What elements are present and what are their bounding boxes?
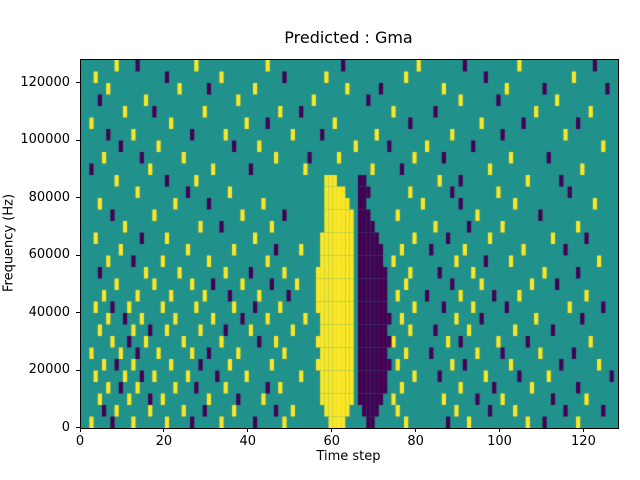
heatmap-canvas (81, 60, 618, 428)
plot-area (80, 59, 619, 429)
y-tick-label: 20000 (28, 362, 70, 377)
x-tick-label: 80 (407, 434, 424, 449)
chart-title: Predicted : Gma (284, 28, 413, 47)
y-tick-mark (76, 369, 80, 371)
x-tick-mark (331, 428, 333, 432)
x-tick-label: 20 (155, 434, 173, 449)
x-tick-label: 60 (323, 434, 340, 449)
y-tick-label: 100000 (20, 132, 70, 147)
y-tick-label: 0 (61, 419, 70, 435)
y-tick-label: 80000 (28, 189, 70, 205)
x-tick-label: 40 (239, 434, 257, 449)
y-axis-label: Frequency (Hz) (1, 193, 17, 293)
y-axis-ticks: 0 20000 40000 60000 80000 100000 120000 (0, 59, 80, 434)
x-tick-mark (163, 428, 165, 432)
y-tick-label: 120000 (20, 74, 70, 90)
y-tick-label: 60000 (28, 247, 70, 262)
x-tick-label: 120 (571, 434, 596, 449)
x-tick-label: 0 (75, 434, 85, 449)
y-tick-mark (76, 197, 80, 198)
y-tick-mark (76, 139, 80, 141)
x-axis-ticks: 0 20 40 60 80 100 120 (76, 428, 617, 452)
x-tick-label: 100 (487, 434, 512, 449)
y-tick-label: 40000 (28, 304, 70, 320)
x-tick-mark (499, 428, 501, 432)
x-tick-mark (79, 428, 81, 432)
y-tick-mark (76, 82, 80, 83)
y-tick-mark (76, 312, 80, 313)
y-tick-mark (76, 427, 80, 428)
x-tick-mark (415, 428, 417, 432)
x-tick-mark (582, 428, 584, 432)
y-tick-mark (76, 254, 80, 256)
x-axis-label: Time step (316, 449, 381, 464)
x-tick-mark (247, 428, 249, 432)
